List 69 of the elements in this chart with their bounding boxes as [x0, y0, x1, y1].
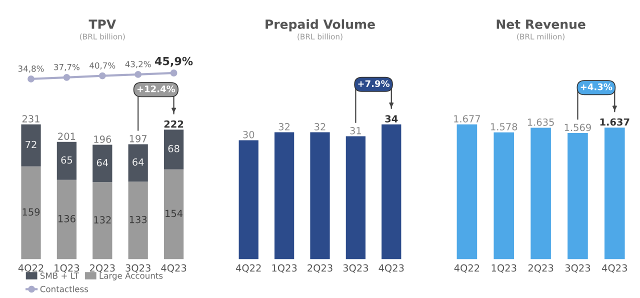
- x-tick-label: 4Q23: [602, 264, 627, 273]
- x-tick-label: 2Q23: [308, 264, 332, 273]
- bar: [21, 166, 41, 260]
- data-label: 154: [166, 210, 183, 218]
- bar: [164, 130, 184, 170]
- data-label: 1.637: [600, 118, 630, 126]
- data-label: 30: [243, 130, 254, 138]
- bar: [310, 132, 330, 260]
- x-tick-label: 4Q22: [454, 264, 480, 273]
- data-label: 65: [61, 156, 72, 164]
- data-label: 34,8%: [18, 65, 44, 73]
- bar: [128, 144, 148, 182]
- x-tick-label: 3Q23: [126, 264, 150, 273]
- text: +4.3%: [580, 83, 612, 90]
- x-tick-label: 3Q23: [343, 264, 368, 273]
- bar: [56, 142, 77, 180]
- data-label: 159: [22, 208, 40, 216]
- bar: [128, 182, 148, 260]
- legend-label: SMB + LT: [40, 272, 79, 279]
- bar: [21, 124, 41, 166]
- data-label: 37,7%: [54, 64, 80, 72]
- total-label: 197: [130, 134, 147, 142]
- data-label: 34: [385, 115, 398, 122]
- x-tick-label: 1Q23: [272, 264, 297, 273]
- total-label: 222: [164, 120, 184, 128]
- chart-title: TPV: [88, 20, 116, 29]
- text: +12.4%: [137, 85, 176, 92]
- x-tick-label: 2Q23: [528, 264, 554, 273]
- bar: [238, 140, 258, 260]
- data-label: 1.635: [528, 118, 554, 126]
- data-label: 1.677: [454, 115, 480, 122]
- data-label: 72: [26, 140, 36, 148]
- bar: [382, 124, 402, 260]
- bar: [164, 169, 184, 260]
- data-label: 1.569: [564, 124, 591, 132]
- data-label: 32: [314, 123, 326, 130]
- data-label: 32: [278, 123, 290, 130]
- legend-label: Contactless: [40, 286, 88, 292]
- x-tick-label: 4Q23: [161, 264, 186, 273]
- bar: [274, 132, 294, 260]
- x-tick-label: 4Q22: [18, 264, 44, 273]
- data-label: 68: [168, 144, 180, 152]
- data-label: 136: [58, 215, 76, 222]
- x-tick-label: 1Q23: [54, 264, 80, 273]
- data-label: 40,7%: [90, 62, 116, 70]
- x-tick-label: 4Q22: [236, 264, 261, 273]
- data-label: 1.578: [491, 123, 518, 130]
- data-label: 64: [132, 158, 144, 166]
- bar: [92, 182, 112, 260]
- total-label: 231: [22, 115, 40, 122]
- data-label: 64: [96, 158, 108, 166]
- total-label: 196: [94, 136, 112, 143]
- chart-title: Net Revenue: [496, 20, 586, 29]
- data-label: 31: [350, 127, 361, 134]
- data-label: 133: [130, 216, 147, 224]
- x-tick-label: 1Q23: [492, 264, 516, 273]
- data-label: 45,9%: [155, 56, 193, 67]
- bar: [346, 136, 366, 260]
- data-label: 43,2%: [125, 60, 151, 68]
- total-label: 201: [58, 132, 76, 140]
- x-tick-label: 3Q23: [565, 264, 590, 273]
- data-label: 132: [94, 216, 111, 224]
- bar: [92, 144, 112, 182]
- chart-title: Prepaid Volume: [266, 19, 375, 32]
- x-tick-label: 2Q23: [90, 264, 115, 273]
- x-tick-label: 4Q23: [378, 264, 404, 273]
- legend-label: Large Accounts: [100, 272, 163, 280]
- text: +7.9%: [358, 80, 390, 88]
- bar: [56, 180, 77, 260]
